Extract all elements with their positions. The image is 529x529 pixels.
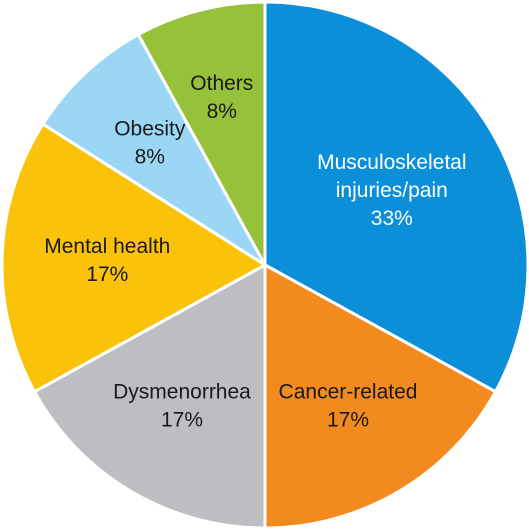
pie-label-4: Obesity 8% xyxy=(114,117,186,168)
pie-value-label-5: 8% xyxy=(207,100,237,123)
pie-category-label-4: Obesity xyxy=(114,117,186,140)
pie-value-label-2: 17% xyxy=(161,408,203,431)
pie-category-label-3: Mental health xyxy=(44,235,170,258)
pie-value-label-3: 17% xyxy=(86,263,128,286)
pie-label-3: Mental health 17% xyxy=(44,235,170,286)
pie-category-label-2: Dysmenorrhea xyxy=(113,380,251,403)
pie-slice-2 xyxy=(33,263,267,529)
pie-slice-3 xyxy=(0,122,267,394)
pie-label-5: Others 8% xyxy=(190,72,253,123)
pie-slice-1 xyxy=(263,263,497,529)
pie-category-label-0: injuries/pain xyxy=(336,179,448,202)
pie-labels: Musculoskeletal injuries/pain 33% Cancer-re… xyxy=(44,72,466,431)
pie-value-label-1: 17% xyxy=(327,408,369,431)
pie-category-label-0: Musculoskeletal xyxy=(317,151,466,174)
pie-category-label-1: Cancer-related xyxy=(279,380,418,403)
pie-slice-0 xyxy=(263,0,529,394)
pie-value-label-4: 8% xyxy=(135,145,165,168)
pie-slice-5 xyxy=(136,0,267,267)
pie-category-label-5: Others xyxy=(190,72,253,95)
pie-label-0: Musculoskeletal injuries/pain 33% xyxy=(317,151,466,230)
pie-label-1: Cancer-related 17% xyxy=(279,380,418,431)
pie-slice-4 xyxy=(41,33,267,267)
pie-label-2: Dysmenorrhea 17% xyxy=(113,380,251,431)
pie-value-label-0: 33% xyxy=(371,207,413,230)
